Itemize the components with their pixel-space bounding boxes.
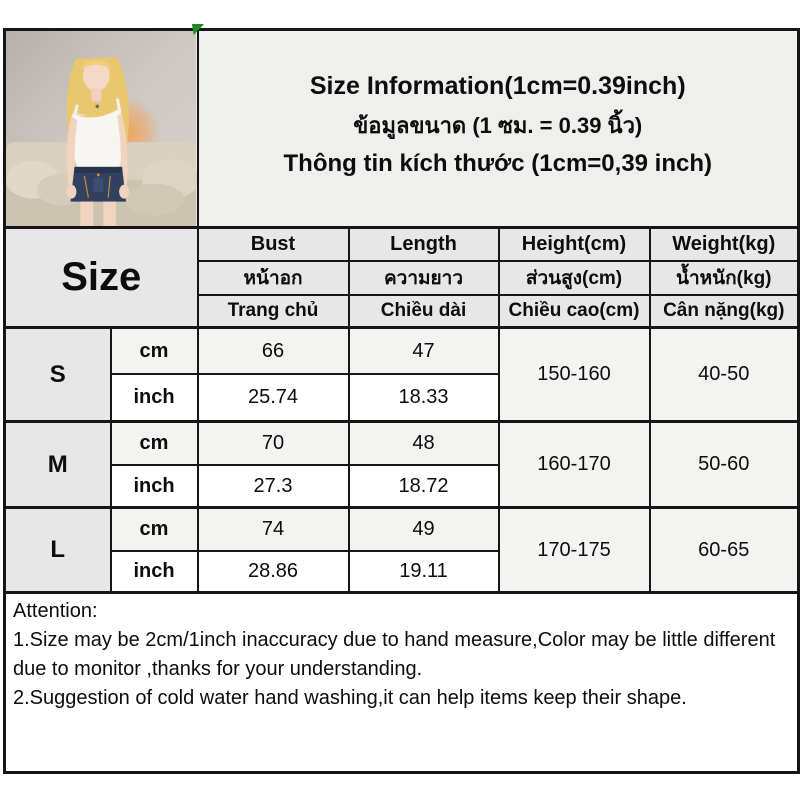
header-bust-vi: Trang chủ <box>196 293 350 329</box>
m-length-cm: 48 <box>347 420 500 466</box>
table-row-l-inch: inch 28.86 19.11 <box>5 549 799 594</box>
unit-inch-label: inch <box>109 463 199 509</box>
s-length-inch: 18.33 <box>347 372 500 423</box>
header-height-en: Height(cm) <box>497 226 651 262</box>
attention-line: Attention: <box>13 600 98 623</box>
size-l-label: L <box>3 506 112 594</box>
unit-cm-label: cm <box>109 506 199 552</box>
product-photo <box>3 28 199 229</box>
header-height-vi: Chiều cao(cm) <box>497 293 651 329</box>
header-weight-vi: Cân nặng(kg) <box>648 293 800 329</box>
unit-cm-label: cm <box>109 420 199 466</box>
header-bust-th: หน้าอก <box>196 259 350 296</box>
table-row-s-cm: S cm 66 47 150-160 40-50 <box>3 326 800 423</box>
model-photo-illustration <box>6 31 196 226</box>
s-height-range: 150-160 <box>497 326 651 423</box>
size-table: Size Information(1cm=0.39inch) ข้อมูลขนา… <box>3 28 800 775</box>
header-bust-en: Bust <box>196 226 350 262</box>
header-height-th: ส่วนสูง(cm) <box>497 259 651 296</box>
title-vietnamese: Thông tin kích thước (1cm=0,39 inch) <box>283 149 713 177</box>
m-bust-inch: 27.3 <box>196 463 350 509</box>
header-weight-en: Weight(kg) <box>648 226 800 262</box>
unit-inch-label: inch <box>109 372 199 423</box>
m-height-range: 160-170 <box>497 420 651 509</box>
l-weight-range: 60-65 <box>648 506 800 594</box>
s-length-cm: 47 <box>347 326 500 375</box>
l-bust-cm: 74 <box>196 506 350 552</box>
m-weight-range: 50-60 <box>648 420 800 509</box>
header-length-th: ความยาว <box>347 259 500 296</box>
l-length-cm: 49 <box>347 506 500 552</box>
s-bust-inch: 25.74 <box>196 372 350 423</box>
size-header-label: Size <box>3 226 199 329</box>
attention-note: Attention: 1.Size may be 2cm/1inch inacc… <box>3 591 800 774</box>
l-length-inch: 19.11 <box>347 549 500 594</box>
header-length-vi: Chiều dài <box>347 293 500 329</box>
table-row-s-inch: inch 25.74 18.33 <box>5 372 799 423</box>
title-block: Size Information(1cm=0.39inch) ข้อมูลขนา… <box>196 28 800 229</box>
green-corner-marker-icon <box>192 24 204 35</box>
s-weight-range: 40-50 <box>648 326 800 423</box>
m-length-inch: 18.72 <box>347 463 500 509</box>
table-row-m-inch: inch 27.3 18.72 <box>5 463 799 509</box>
attention-line: due to monitor ,thanks for your understa… <box>13 658 423 681</box>
title-thai: ข้อมูลขนาด (1 ซม. = 0.39 นิ้ว) <box>353 112 643 138</box>
table-row-m-cm: M cm 70 48 160-170 50-60 <box>3 420 800 509</box>
table-row-l-cm: L cm 74 49 170-175 60-65 <box>3 506 800 594</box>
l-height-range: 170-175 <box>497 506 651 594</box>
unit-cm-label: cm <box>109 326 199 375</box>
s-bust-cm: 66 <box>196 326 350 375</box>
attention-line: 1.Size may be 2cm/1inch inaccuracy due t… <box>13 629 776 652</box>
size-s-label: S <box>3 326 112 423</box>
m-bust-cm: 70 <box>196 420 350 466</box>
header-length-en: Length <box>347 226 500 262</box>
size-m-label: M <box>3 420 112 509</box>
attention-line: 2.Suggestion of cold water hand washing,… <box>13 687 687 710</box>
l-bust-inch: 28.86 <box>196 549 350 594</box>
header-weight-th: น้ำหนัก(kg) <box>648 259 800 296</box>
unit-inch-label: inch <box>109 549 199 594</box>
title-english: Size Information(1cm=0.39inch) <box>309 71 686 100</box>
